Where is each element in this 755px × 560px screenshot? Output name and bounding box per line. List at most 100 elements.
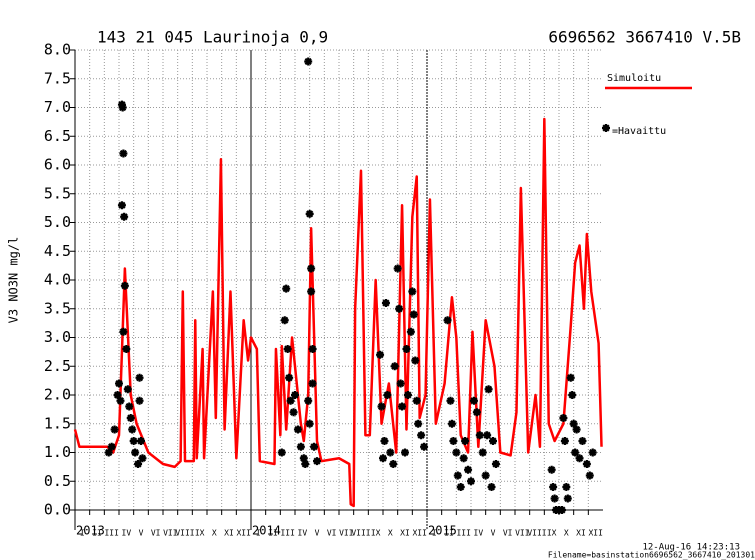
data-point — [282, 284, 291, 293]
x-tick-label: VIII — [175, 529, 194, 538]
data-point — [313, 457, 321, 466]
x-tick-label: IV — [298, 529, 308, 538]
x-tick-label: IX — [195, 529, 205, 538]
data-point — [110, 425, 119, 434]
data-point — [115, 379, 123, 388]
data-point — [453, 471, 462, 480]
data-point — [107, 442, 116, 451]
data-point — [293, 425, 302, 434]
data-point — [575, 454, 584, 463]
x-tick-label: IX — [547, 529, 557, 538]
x-tick-label: X — [388, 529, 393, 538]
data-point — [291, 391, 299, 399]
data-point — [572, 425, 581, 434]
x-tick-label: I — [256, 529, 261, 538]
data-point — [547, 465, 556, 474]
data-point — [280, 316, 289, 325]
y-tick-label: 3.0 — [44, 328, 71, 346]
data-point — [571, 448, 580, 457]
x-tick-label: V — [491, 529, 496, 538]
data-point — [481, 471, 490, 480]
data-point — [557, 506, 566, 514]
data-point — [126, 414, 135, 422]
y-tick-label: 7.0 — [44, 98, 71, 116]
data-point — [395, 304, 404, 313]
data-point — [475, 431, 484, 440]
legend-label: =Havaittu — [612, 126, 666, 137]
data-point — [560, 437, 569, 445]
x-tick-label: I — [80, 529, 85, 538]
data-point — [299, 454, 308, 463]
data-point — [582, 460, 591, 468]
data-point — [118, 103, 127, 112]
data-point — [113, 391, 122, 399]
y-tick-label: 8.0 — [44, 41, 71, 59]
y-tick-label: 7.5 — [44, 69, 71, 87]
data-point — [478, 448, 487, 457]
footer-date: 12-Aug-16 14:23:13 — [642, 543, 740, 553]
data-point — [550, 494, 559, 503]
x-tick-label: X — [212, 529, 217, 538]
data-point — [469, 396, 478, 405]
x-tick-label: III — [456, 529, 471, 538]
data-point — [137, 437, 145, 445]
x-tick-label: V — [315, 529, 320, 538]
y-axis-label: V3 NO3N mg/l — [7, 237, 21, 324]
data-point — [402, 345, 411, 353]
data-point — [376, 350, 385, 359]
data-point — [119, 327, 128, 336]
x-tick-label: VI — [503, 529, 513, 538]
data-point — [117, 201, 126, 210]
data-point — [459, 454, 468, 463]
data-point — [307, 264, 316, 273]
data-point — [304, 396, 313, 405]
x-tick-label: XII — [588, 529, 603, 538]
data-point — [377, 402, 386, 411]
data-point — [412, 396, 421, 405]
x-tick-label: IX — [371, 529, 381, 538]
year-label: 2014 — [252, 524, 281, 538]
x-tick-label: VI — [151, 529, 161, 538]
x-tick-label: II — [444, 529, 454, 538]
y-tick-label: 4.5 — [44, 242, 71, 260]
x-tick-label: IV — [474, 529, 484, 538]
data-point — [588, 448, 597, 457]
data-point — [420, 442, 429, 451]
y-tick-label: 5.0 — [44, 213, 71, 231]
chart-title: 143 21 045 Laurinoja 0,9 — [97, 28, 328, 47]
x-tick-label: XII — [236, 529, 251, 538]
data-point — [134, 460, 143, 468]
data-point — [125, 402, 134, 411]
data-point — [128, 425, 137, 434]
data-point — [310, 442, 319, 451]
data-point — [483, 431, 492, 440]
data-point — [135, 396, 144, 405]
data-point — [408, 287, 417, 296]
x-tick-label: VIII — [351, 529, 370, 538]
x-tick-label: III — [104, 529, 119, 538]
data-point — [135, 373, 144, 382]
data-point — [491, 460, 500, 468]
data-point — [449, 437, 458, 445]
data-point — [461, 437, 470, 445]
data-point — [446, 396, 455, 405]
y-tick-label: 3.5 — [44, 299, 71, 317]
x-tick-label: XI — [576, 529, 586, 538]
data-point — [379, 454, 387, 463]
data-point — [104, 448, 113, 457]
x-tick-label: II — [268, 529, 278, 538]
y-tick-label: 6.0 — [44, 156, 71, 174]
x-tick-label: IV — [122, 529, 132, 538]
data-point — [304, 57, 313, 66]
data-point — [393, 264, 402, 273]
data-point — [383, 391, 392, 399]
y-tick-label: 6.5 — [44, 127, 71, 145]
y-tick-label: 0.5 — [44, 472, 71, 490]
year-label: 2013 — [76, 524, 105, 538]
x-tick-label: I — [432, 529, 437, 538]
data-point — [417, 431, 426, 440]
x-tick-label: XI — [400, 529, 410, 538]
data-point — [401, 448, 409, 457]
data-point — [406, 327, 415, 336]
